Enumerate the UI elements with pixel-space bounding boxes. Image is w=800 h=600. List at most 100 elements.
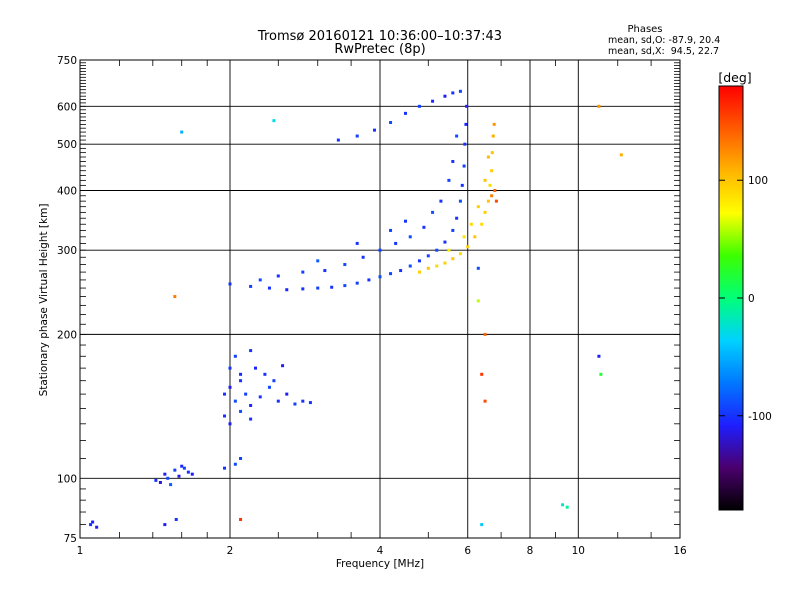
echo-point (223, 466, 227, 470)
echo-point (249, 349, 253, 353)
stats-line-o: mean, sd,O: -87.9, 20.4 (608, 35, 720, 46)
echo-point (490, 194, 494, 198)
echo-point (190, 472, 194, 476)
echo-point (399, 269, 403, 273)
echo-point (480, 222, 484, 226)
chart-title: Tromsø 20160121 10:36:00–10:37:43 (257, 29, 502, 44)
echo-point (483, 178, 487, 182)
axis-ticks (80, 60, 680, 538)
y-tick-labels: 75 100 200 300 400 500 600 750 (57, 55, 77, 545)
echo-point (403, 111, 407, 115)
echo-point (458, 252, 462, 256)
echo-point (154, 478, 158, 482)
echo-point (476, 299, 480, 303)
echo-point (239, 517, 243, 521)
echo-point (173, 295, 177, 299)
x-tick-label: 4 (377, 545, 384, 557)
echo-point (599, 372, 603, 376)
echo-point (355, 281, 359, 285)
echo-point (343, 263, 347, 267)
echo-point (378, 275, 382, 279)
y-tick-label: 750 (57, 55, 77, 67)
echo-point (228, 422, 232, 426)
echo-point (233, 399, 237, 403)
echo-point (173, 468, 177, 472)
echo-point (293, 402, 297, 406)
echo-point (239, 372, 243, 376)
echo-point (180, 464, 184, 468)
x-tick-label: 1 (77, 545, 84, 557)
echo-point (426, 266, 430, 270)
echo-point (458, 199, 462, 203)
echo-point (389, 272, 393, 276)
x-tick-label: 10 (572, 545, 585, 557)
x-tick-labels: 1 2 4 6 8 10 16 (77, 545, 687, 557)
echo-point (443, 261, 447, 265)
y-tick-label: 400 (57, 185, 77, 197)
echo-point (276, 274, 280, 278)
echo-point (435, 264, 439, 268)
echo-point (455, 216, 459, 220)
echo-point (493, 188, 497, 192)
echo-point (316, 286, 320, 290)
echo-point (91, 520, 95, 524)
echo-point (285, 392, 289, 396)
echo-point (223, 392, 227, 396)
echo-point (301, 270, 305, 274)
colorbar-tick-label: -100 (748, 411, 772, 423)
echo-point (166, 476, 170, 480)
echo-point (476, 266, 480, 270)
echo-point (439, 199, 443, 203)
echo-point (458, 89, 462, 93)
echo-point (263, 372, 267, 376)
echo-point (267, 385, 271, 389)
y-tick-label: 500 (57, 139, 77, 151)
echo-point (465, 104, 469, 108)
echo-point (619, 153, 623, 157)
echo-point (89, 523, 93, 527)
echo-point (464, 122, 468, 126)
x-tick-label: 16 (673, 545, 687, 557)
echo-point (455, 134, 459, 138)
y-tick-label: 200 (57, 329, 77, 341)
echo-point (158, 480, 162, 484)
echo-point (490, 151, 494, 155)
y-axis-label: Stationary phase Virtual Height [km] (38, 204, 50, 397)
echo-point (426, 254, 430, 258)
y-tick-label: 75 (64, 533, 77, 545)
echo-point (483, 399, 487, 403)
y-tick-label: 300 (57, 245, 77, 257)
echo-point (394, 241, 398, 245)
y-tick-label: 100 (57, 473, 77, 485)
echo-point (431, 99, 435, 103)
echo-point (480, 523, 484, 527)
echo-point (163, 472, 167, 476)
stats-title: Phases (627, 24, 662, 35)
echo-point (408, 264, 412, 268)
echo-point (469, 222, 473, 226)
echo-point (417, 104, 421, 108)
echo-point (486, 199, 490, 203)
echo-point (451, 91, 455, 95)
echo-point (228, 385, 232, 389)
echo-point (597, 104, 601, 108)
echo-point (422, 225, 426, 229)
stats-line-x: mean, sd,X: 94.5, 22.7 (608, 46, 719, 57)
echo-point (466, 245, 470, 249)
y-tick-label: 600 (57, 101, 77, 113)
echo-point (378, 248, 382, 252)
echo-point (447, 248, 451, 252)
echo-point (597, 354, 601, 358)
echo-point (169, 483, 173, 487)
echo-point (330, 285, 334, 289)
echo-point (177, 474, 181, 478)
echo-point (223, 414, 227, 418)
echo-point (239, 409, 243, 413)
echo-point (285, 288, 289, 292)
echo-point (233, 354, 237, 358)
echo-point (180, 130, 184, 134)
echo-point (276, 399, 280, 403)
x-axis-label: Frequency [MHz] (336, 558, 424, 570)
echo-point (233, 462, 237, 466)
echo-points (89, 89, 623, 529)
